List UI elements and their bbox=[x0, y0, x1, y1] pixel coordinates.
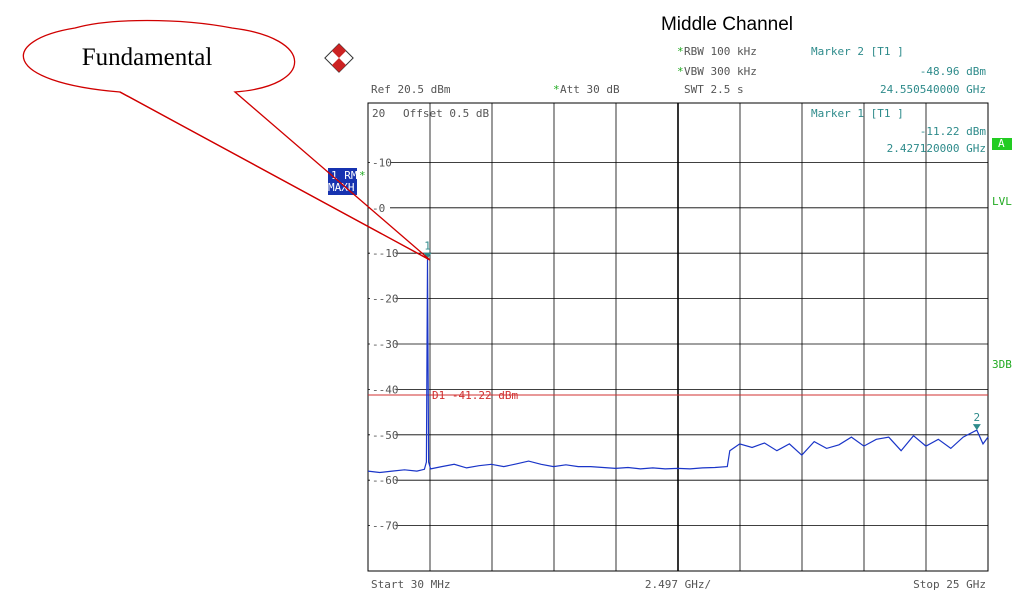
fundamental-callout bbox=[22, 19, 431, 261]
display-line-label: D1 -41.22 dBm bbox=[432, 389, 518, 402]
y-tick-bg bbox=[370, 519, 396, 532]
y-tick-label: --20 bbox=[372, 293, 399, 306]
chart-title: Middle Channel bbox=[661, 14, 793, 35]
trace-star: * bbox=[359, 169, 366, 182]
marker-1-label: Marker 1 [T1 ] bbox=[811, 107, 904, 120]
marker-2-freq: 24.550540000 GHz bbox=[880, 83, 986, 96]
markers: 12 bbox=[423, 240, 981, 431]
side-label-lvl: LVL bbox=[992, 195, 1012, 208]
att-label: Att 30 dB bbox=[560, 83, 620, 96]
grid bbox=[368, 103, 988, 571]
marker-1-freq: 2.427120000 GHz bbox=[887, 142, 986, 155]
rs-logo-icon bbox=[324, 43, 354, 73]
rbw-star: * bbox=[677, 45, 684, 58]
marker-2-number: 2 bbox=[974, 411, 981, 424]
rbw-label: RBW 100 kHz bbox=[684, 45, 757, 58]
y-tick-label: --50 bbox=[372, 429, 399, 442]
att-star: * bbox=[553, 83, 560, 96]
y-tick-bg bbox=[370, 428, 396, 441]
y-tick-label: --40 bbox=[372, 383, 399, 396]
y-tick-bg bbox=[370, 156, 390, 169]
y-tick-bg bbox=[370, 338, 396, 350]
side-a-box bbox=[992, 138, 1012, 150]
y-tick-bg bbox=[370, 292, 396, 305]
marker-2-label: Marker 2 [T1 ] bbox=[811, 45, 904, 58]
y-tick-label: --60 bbox=[372, 474, 399, 487]
y-tick-labels: 20 -10 -0 --10 --20 --30 --40 --50 --60 --70 bbox=[370, 107, 399, 533]
y-tick-label: --10 bbox=[372, 247, 399, 260]
marker-2-level: -48.96 dBm bbox=[920, 65, 987, 78]
trace-indicator-box bbox=[328, 168, 357, 195]
y-tick-bg bbox=[370, 201, 390, 214]
trace-mode-label: MAXH bbox=[328, 181, 355, 194]
x-division-label: 2.497 GHz/ bbox=[645, 578, 711, 591]
y-tick-bg bbox=[370, 383, 396, 396]
vbw-label: VBW 300 kHz bbox=[684, 65, 757, 78]
ref-level-label: Ref 20.5 dBm bbox=[371, 83, 451, 96]
x-start-label: Start 30 MHz bbox=[371, 578, 450, 591]
y-tick-label: --30 bbox=[372, 338, 399, 351]
y-tick-label: --70 bbox=[372, 520, 399, 533]
marker-1-number: 1 bbox=[424, 240, 431, 253]
trace-label: 1 RM bbox=[331, 169, 358, 182]
offset-label: Offset 0.5 dB bbox=[403, 107, 489, 120]
y-tick-bg bbox=[370, 247, 396, 260]
marker-1-level: -11.22 dBm bbox=[920, 125, 987, 138]
y-tick-label: -0 bbox=[372, 202, 385, 215]
swt-label: SWT 2.5 s bbox=[684, 83, 744, 96]
trace-line bbox=[367, 258, 989, 474]
callout-text: Fundamental bbox=[82, 44, 213, 71]
vbw-star: * bbox=[677, 65, 684, 78]
marker-2-icon bbox=[972, 424, 981, 431]
side-label-3db: 3DB bbox=[992, 358, 1012, 371]
y-tick-label: -10 bbox=[372, 156, 392, 169]
x-stop-label: Stop 25 GHz bbox=[913, 578, 986, 591]
marker-1-icon bbox=[423, 252, 432, 259]
side-label-a: A bbox=[998, 137, 1005, 150]
y-tick-label: 20 bbox=[372, 107, 385, 120]
y-tick-bg bbox=[370, 474, 396, 487]
